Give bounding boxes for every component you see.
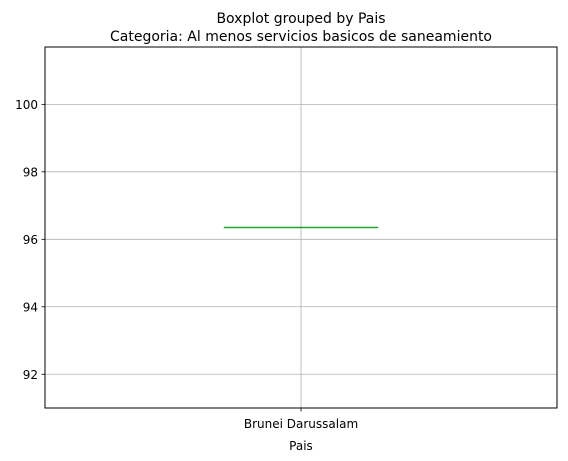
chart-title: Categoria: Al menos servicios basicos de… — [110, 29, 492, 45]
x-tick-label: Brunei Darussalam — [244, 417, 358, 431]
chart-suptitle: Boxplot grouped by Pais — [216, 11, 385, 27]
y-tick-label: 100 — [15, 98, 38, 112]
y-tick-label: 96 — [23, 233, 38, 247]
y-tick-label: 94 — [23, 300, 38, 314]
y-tick-label: 98 — [23, 165, 38, 179]
axis-ticks: 92 94 96 98 100 Brunei Darussalam — [15, 98, 358, 431]
y-tick-label: 92 — [23, 368, 38, 382]
x-axis-label: Pais — [289, 439, 313, 453]
